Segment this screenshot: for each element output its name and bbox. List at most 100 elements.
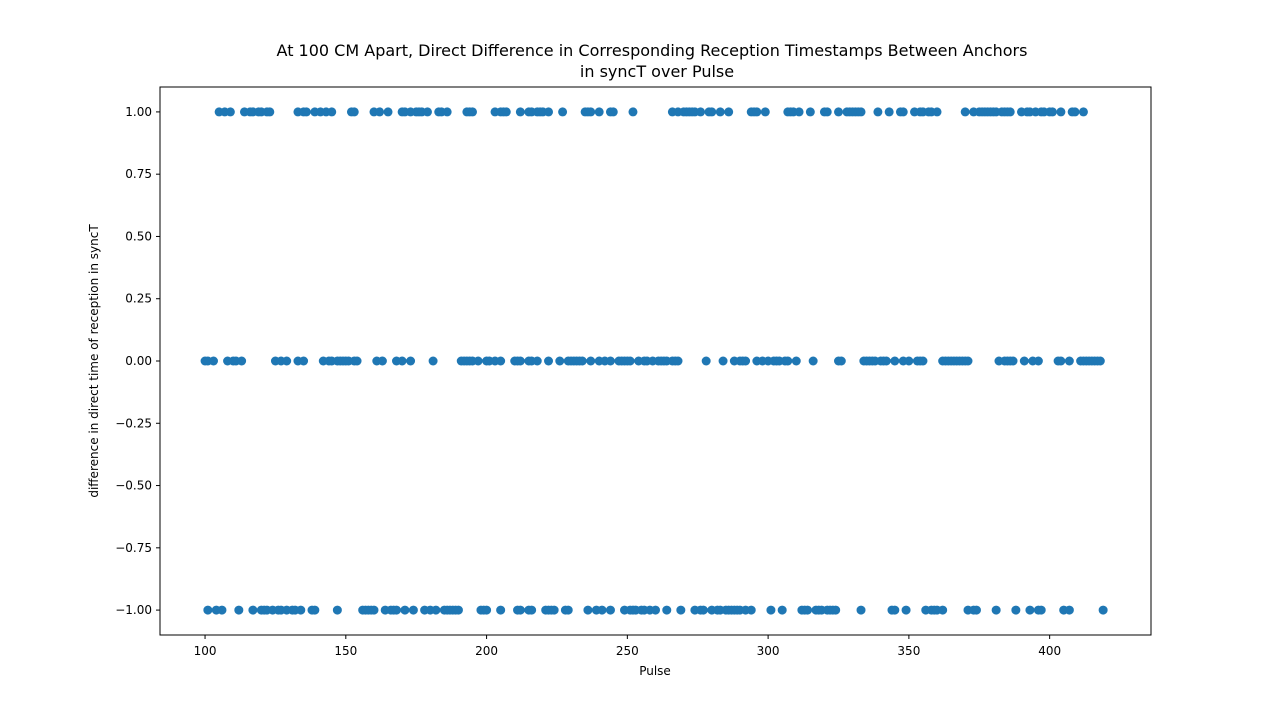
data-point: [794, 107, 804, 117]
data-point: [760, 107, 770, 117]
data-point: [234, 605, 244, 615]
data-point: [938, 605, 948, 615]
y-tick-label: −0.75: [115, 541, 152, 555]
data-point: [203, 605, 213, 615]
data-point: [594, 107, 604, 117]
data-point: [453, 605, 463, 615]
data-point: [608, 107, 618, 117]
data-point: [1064, 605, 1074, 615]
x-tick-label: 200: [475, 644, 498, 658]
data-point: [918, 356, 928, 366]
data-point: [834, 107, 843, 117]
data-point: [1078, 107, 1088, 117]
data-point: [406, 356, 416, 366]
data-point: [1047, 107, 1057, 117]
data-point: [718, 356, 728, 366]
data-point: [597, 605, 607, 615]
data-point: [397, 356, 407, 366]
y-axis-label: difference in direct time of reception i…: [87, 224, 101, 498]
data-point: [332, 605, 342, 615]
data-point: [898, 107, 908, 117]
data-point: [496, 356, 506, 366]
data-point: [715, 107, 725, 117]
data-point: [1064, 356, 1074, 366]
data-point: [856, 107, 866, 117]
data-point: [377, 356, 387, 366]
data-point: [808, 356, 818, 366]
data-point: [625, 356, 635, 366]
chart-title-line-1: At 100 CM Apart, Direct Difference in Co…: [277, 41, 1028, 60]
data-point: [1095, 356, 1105, 366]
data-point: [932, 107, 942, 117]
data-point: [586, 107, 596, 117]
y-axis-ticks: 1.00 0.75 0.50 0.25 0.00 −0.25 −0.50 −0.75 −1.00: [115, 105, 160, 617]
y-tick-label: −1.00: [115, 603, 152, 617]
x-tick-label: 100: [194, 644, 217, 658]
data-point: [746, 605, 756, 615]
x-tick-label: 400: [1038, 644, 1061, 658]
data-point: [310, 605, 320, 615]
data-point: [662, 605, 672, 615]
data-point: [1033, 356, 1043, 366]
data-point: [400, 605, 410, 615]
data-point: [698, 605, 708, 615]
data-point: [408, 605, 418, 615]
data-point: [544, 356, 554, 366]
data-point: [482, 605, 492, 615]
data-point: [676, 605, 686, 615]
x-tick-label: 250: [616, 644, 639, 658]
data-point: [442, 107, 452, 117]
data-point: [225, 107, 235, 117]
data-point: [1070, 107, 1080, 117]
data-point: [369, 605, 379, 615]
y-tick-label: −0.25: [115, 416, 152, 430]
data-point: [473, 356, 483, 366]
data-point: [299, 356, 309, 366]
data-point: [791, 356, 801, 366]
data-point: [296, 605, 306, 615]
data-point: [890, 605, 900, 615]
data-point: [904, 356, 914, 366]
data-point: [1056, 356, 1066, 366]
data-point: [527, 605, 537, 615]
data-point: [391, 605, 401, 615]
data-point: [881, 356, 891, 366]
data-point: [237, 356, 247, 366]
data-point: [265, 107, 275, 117]
data-point: [532, 356, 542, 366]
data-point: [805, 107, 815, 117]
data-point: [651, 605, 660, 615]
plot-frame: [159, 86, 1152, 636]
data-point: [282, 356, 292, 366]
x-tick-label: 300: [757, 644, 780, 658]
data-point: [1008, 356, 1018, 366]
x-axis-label: Pulse: [639, 664, 671, 678]
data-point: [544, 107, 554, 117]
data-point: [515, 356, 525, 366]
data-point: [890, 356, 900, 366]
data-point: [586, 356, 596, 366]
data-point: [208, 356, 218, 366]
data-point: [352, 356, 362, 366]
data-point: [836, 356, 846, 366]
y-tick-label: 0.75: [125, 167, 152, 181]
data-point: [752, 107, 762, 117]
data-point: [515, 605, 525, 615]
data-point: [960, 107, 970, 117]
data-point: [468, 107, 477, 117]
y-tick-label: 0.00: [125, 354, 152, 368]
data-point: [822, 107, 832, 117]
data-point: [496, 605, 506, 615]
data-point: [248, 605, 258, 615]
x-tick-label: 350: [897, 644, 920, 658]
data-point: [217, 605, 227, 615]
data-point: [515, 107, 525, 117]
data-point: [1019, 356, 1029, 366]
data-point: [884, 107, 894, 117]
data-point: [501, 107, 511, 117]
data-point: [963, 356, 973, 366]
data-point: [375, 107, 385, 117]
data-point: [628, 107, 638, 117]
data-point: [583, 605, 593, 615]
